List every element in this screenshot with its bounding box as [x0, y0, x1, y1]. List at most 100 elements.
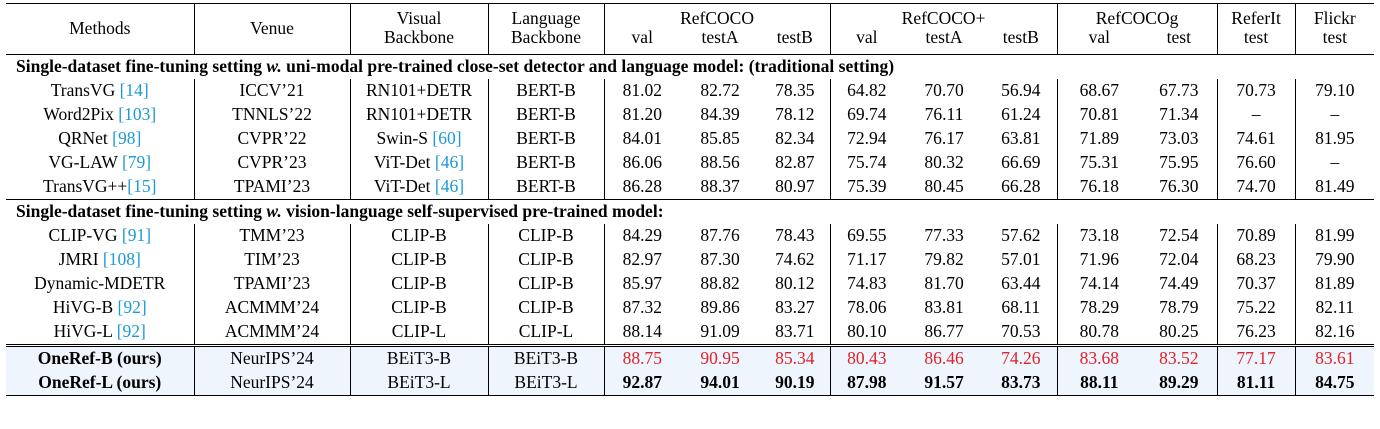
value-cell: 68.67 [1056, 79, 1142, 103]
value-cell: 71.89 [1056, 127, 1142, 151]
value-cell: 77.17 [1216, 345, 1296, 371]
header-sub: val [829, 28, 904, 55]
value-cell: 88.11 [1056, 371, 1142, 396]
citation-link: [15] [127, 176, 157, 197]
header-language-1: Language [487, 3, 604, 28]
value-cell: 83.81 [924, 297, 964, 318]
value-cell: 76.11 [924, 104, 964, 125]
language-backbone-cell: BERT-B [487, 79, 604, 103]
value-cell: 64.82 [829, 79, 904, 103]
table-row: HiVG-B [92] ACMMM’24 CLIP-B CLIP-B 87.32 89.8… [6, 296, 1375, 320]
method-cell: QRNet [98] [58, 128, 142, 149]
section-header-row: Single-dataset fine-tuning setting w. vi… [6, 199, 1375, 225]
value-cell: 88.75 [603, 345, 680, 371]
method-cell: JMRI [108] [58, 249, 141, 270]
citation-link: [103] [118, 104, 157, 125]
table-body: Single-dataset fine-tuning setting w. un… [6, 54, 1375, 396]
visual-backbone-cell: BEiT3-L [349, 371, 488, 396]
value-cell: 83.52 [1141, 345, 1218, 371]
header-sub: val [603, 28, 680, 55]
venue-cell: TPAMI’23 [193, 272, 350, 296]
value-cell: 73.18 [1056, 224, 1142, 248]
value-cell: 74.26 [985, 345, 1058, 371]
value-cell: 87.30 [700, 249, 740, 270]
visual-backbone-cell: CLIP-B [349, 224, 488, 248]
header-visual-2: Backbone [349, 28, 488, 55]
section-title: Single-dataset fine-tuning setting w. un… [16, 56, 895, 77]
table-row: TransVG [14] ICCV’21 RN101+DETR BERT-B 81.02… [6, 79, 1375, 103]
value-cell: 80.45 [924, 176, 964, 197]
value-cell: 56.94 [1001, 80, 1041, 101]
value-cell: 81.20 [603, 103, 680, 127]
value-cell: 73.03 [1159, 128, 1199, 149]
language-backbone-cell: CLIP-B [487, 248, 604, 272]
header-sub: test [1166, 28, 1191, 47]
value-cell: 71.34 [1159, 104, 1199, 125]
citation-link: [14] [119, 80, 149, 101]
value-cell: 81.11 [1216, 371, 1296, 396]
section-header-row: Single-dataset fine-tuning setting w. un… [6, 54, 1375, 80]
language-backbone-cell: CLIP-L [487, 320, 604, 346]
visual-backbone-cell: CLIP-B [349, 296, 488, 320]
value-cell: 67.73 [1159, 80, 1199, 101]
value-cell: 77.33 [924, 225, 964, 246]
language-backbone-cell: BERT-B [487, 151, 604, 175]
header-sub: testA [701, 28, 739, 47]
value-cell: 86.46 [903, 345, 986, 371]
visual-backbone-cell: CLIP-B [349, 272, 488, 296]
table-row: CLIP-VG [91] TMM’23 CLIP-B CLIP-B 84.29 87.76… [6, 224, 1375, 248]
value-cell: 89.29 [1141, 371, 1218, 396]
value-cell: 83.68 [1056, 345, 1142, 371]
header-sub: testB [776, 28, 813, 47]
value-cell: 70.70 [924, 80, 964, 101]
language-backbone-cell: CLIP-B [487, 296, 604, 320]
header-sub: test [1294, 28, 1375, 55]
visual-backbone-cell: CLIP-B [349, 248, 488, 272]
value-cell: 74.70 [1216, 175, 1296, 200]
value-cell: 80.43 [829, 345, 904, 371]
value-cell: 81.49 [1294, 175, 1375, 200]
value-cell: 80.32 [924, 152, 964, 173]
visual-backbone-cell: ViT-Det [46] [349, 175, 488, 200]
value-cell: 74.62 [775, 249, 815, 270]
value-cell: 78.29 [1056, 296, 1142, 320]
value-cell: 75.22 [1216, 296, 1296, 320]
header-sub: testB [1002, 28, 1039, 47]
header-row-2: Backbone Backbone val testA testB val te… [6, 28, 1375, 55]
table-row: HiVG-L [92] ACMMM’24 CLIP-L CLIP-L 88.14 91.0… [6, 320, 1375, 346]
ours-row: OneRef-B (ours) NeurIPS’24 BEiT3-B BEiT3-B 8… [6, 345, 1375, 371]
value-cell: 80.78 [1056, 320, 1142, 346]
value-cell: 72.94 [829, 127, 904, 151]
method-cell: VG-LAW [79] [48, 152, 152, 173]
value-cell: 75.95 [1159, 152, 1199, 173]
header-row-1: Methods Venue Visual Language RefCOCO Re… [6, 3, 1375, 55]
language-backbone-cell: BEiT3-L [487, 371, 604, 396]
citation-link: [91] [121, 225, 152, 246]
value-cell: 91.57 [903, 371, 986, 396]
value-cell: 57.01 [1001, 249, 1041, 270]
value-cell: 85.97 [603, 272, 680, 296]
value-cell: 82.87 [775, 152, 815, 173]
value-cell: 81.70 [924, 273, 964, 294]
value-cell: 79.10 [1294, 79, 1375, 103]
value-cell: 94.01 [680, 371, 760, 396]
value-cell: 81.89 [1294, 272, 1375, 296]
venue-cell: NeurIPS’24 [193, 371, 350, 396]
value-cell: 79.90 [1294, 248, 1375, 272]
method-cell: Dynamic-MDETR [34, 273, 166, 294]
method-cell: Word2Pix [103] [43, 104, 157, 125]
venue-cell: CVPR’22 [193, 127, 350, 151]
header-venue: Venue [193, 3, 350, 55]
method-cell: TransVG++[15] [43, 176, 157, 197]
value-cell: 75.39 [829, 175, 904, 200]
value-cell: 85.34 [760, 345, 831, 371]
value-cell: 84.75 [1294, 371, 1375, 396]
value-cell: 89.86 [700, 297, 740, 318]
citation-link: [92] [116, 321, 146, 342]
value-cell: 79.82 [924, 249, 964, 270]
citation-link: [108] [102, 249, 141, 270]
value-cell: 76.23 [1216, 320, 1296, 346]
venue-cell: TMM’23 [193, 224, 350, 248]
value-cell: 88.37 [700, 176, 740, 197]
